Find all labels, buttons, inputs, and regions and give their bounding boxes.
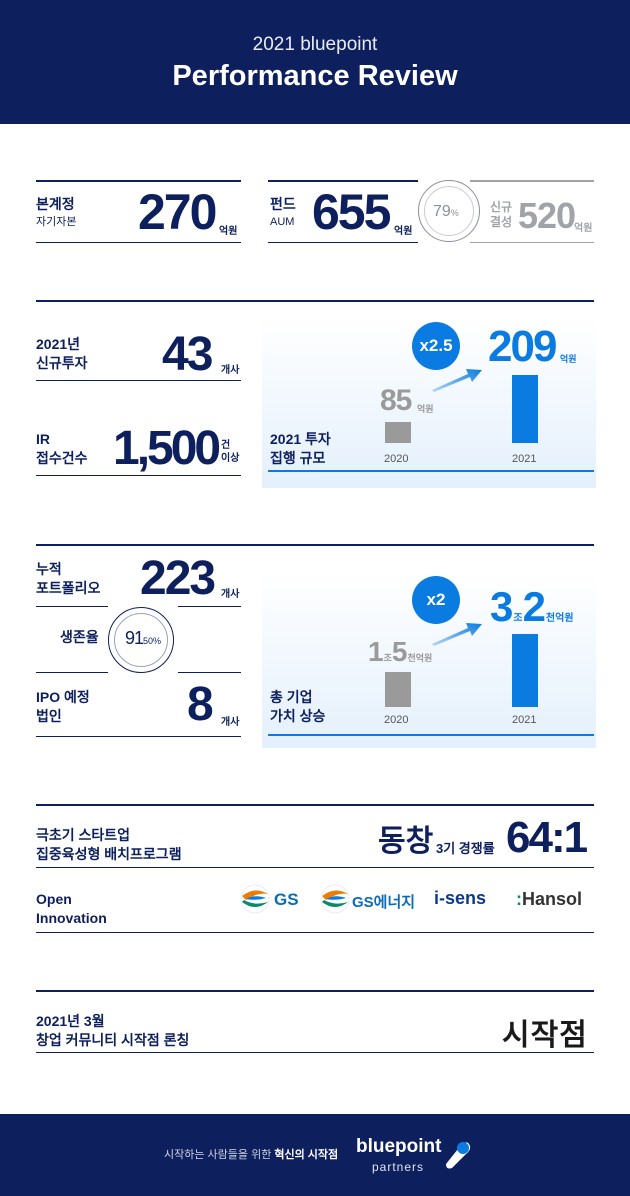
fund-sub-label: AUM xyxy=(270,216,295,228)
arrow-up-right-icon xyxy=(432,369,482,392)
chart-title-value: 총 기업 가치 상승 xyxy=(270,689,326,724)
divider xyxy=(36,804,594,806)
divider xyxy=(268,180,418,182)
year-2020-label: 2020 xyxy=(384,714,409,726)
bluepoint-logo-icon xyxy=(446,1142,471,1169)
ir-value: 1,500 xyxy=(113,422,221,475)
ratio-ring-inner xyxy=(424,186,474,236)
page-title: Performance Review xyxy=(172,60,458,92)
divider xyxy=(36,180,241,182)
capital-sub-label: 자기자본 xyxy=(36,216,77,228)
divider xyxy=(36,475,241,476)
fund-value: 655 xyxy=(312,184,391,240)
value-2021: 3조2천억원 xyxy=(490,583,574,630)
bar-2020 xyxy=(385,422,411,443)
divider xyxy=(36,300,594,302)
survival-ring xyxy=(108,607,174,673)
capital-value: 270 xyxy=(138,184,217,240)
divider xyxy=(36,990,594,992)
ipo-value: 8 xyxy=(187,678,214,731)
divider xyxy=(36,1052,594,1053)
divider xyxy=(268,242,418,243)
divider xyxy=(36,380,241,381)
arrow-up-right-icon xyxy=(432,623,482,646)
divider xyxy=(470,180,594,182)
divider xyxy=(36,242,241,243)
new-fund-unit: 억원 xyxy=(574,223,593,234)
new-fund-value: 520 xyxy=(518,195,576,236)
portfolio-value: 223 xyxy=(140,552,216,605)
chart-baseline xyxy=(268,734,594,736)
multiplier-badge: x2.5 xyxy=(412,322,460,370)
multiplier-badge: x2 xyxy=(412,576,460,624)
new-invest-value: 43 xyxy=(162,328,213,381)
ir-label: IR 접수건수 xyxy=(36,431,88,466)
divider xyxy=(36,867,594,868)
value-2020-unit: 억원 xyxy=(417,404,434,414)
page-header: 2021 bluepoint Performance Review xyxy=(0,0,630,124)
program-label: 극초기 스타트업 집중육성형 배치프로그램 xyxy=(36,827,182,862)
divider xyxy=(36,672,108,673)
divider xyxy=(36,544,594,546)
ipo-unit: 개사 xyxy=(221,717,240,728)
divider xyxy=(178,606,241,607)
ir-unit: 건 이상 xyxy=(221,440,240,464)
divider xyxy=(36,736,241,737)
open-innovation-label: Open Innovation xyxy=(36,891,107,926)
value-2020: 1조5천억원 xyxy=(368,636,433,667)
value-2021: 209 xyxy=(488,322,557,371)
footer-slogan: 시작하는 사람들을 위한 혁신의 시작점 xyxy=(164,1149,339,1161)
competition-value: 64:1 xyxy=(506,813,588,862)
new-fund-label: 신규 결성 xyxy=(490,200,513,229)
divider xyxy=(470,242,594,243)
value-2020: 85 xyxy=(380,384,412,417)
value-2021-unit: 억원 xyxy=(560,354,577,364)
divider xyxy=(36,606,108,607)
new-invest-label: 2021년 신규투자 xyxy=(36,336,88,371)
capital-unit: 억원 xyxy=(219,226,238,237)
brand-name: bluepoint xyxy=(356,1136,442,1157)
survival-value: 9150% xyxy=(125,628,162,648)
launch-name: 시작점 xyxy=(502,1019,588,1052)
ratio-value: 79% xyxy=(433,203,459,220)
bar-2020 xyxy=(385,672,411,707)
capital-label: 본계정 xyxy=(36,196,75,212)
portfolio-label: 누적 포트폴리오 xyxy=(36,561,101,596)
competition-label: 3기 경쟁률 xyxy=(436,841,495,856)
year-2020-label: 2020 xyxy=(384,453,409,465)
ratio-ring xyxy=(418,180,480,242)
survival-label: 생존율 xyxy=(60,629,99,645)
partner-hansol: :Hansol xyxy=(516,889,583,909)
gs-energy-logo-icon xyxy=(320,884,350,914)
program-name: 동창 xyxy=(378,824,434,859)
bar-2021 xyxy=(512,634,538,707)
fund-unit: 억원 xyxy=(394,226,413,237)
gs-logo-icon xyxy=(240,884,270,914)
page-footer: 시작하는 사람들을 위한 혁신의 시작점 bluepoint partners xyxy=(0,1114,630,1196)
ipo-label: IPO 예정 법인 xyxy=(36,689,90,724)
year-2021-label: 2021 xyxy=(512,714,537,726)
partner-gs-energy: GS에너지 xyxy=(352,894,416,911)
survival-ring-inner xyxy=(114,613,168,667)
year-2021-label: 2021 xyxy=(512,453,537,465)
fund-label: 펀드 xyxy=(270,196,296,212)
launch-label: 2021년 3월 창업 커뮤니티 시작점 론칭 xyxy=(36,1013,190,1048)
bar-2021 xyxy=(512,375,538,443)
divider xyxy=(36,932,594,933)
partner-isens: i-sens xyxy=(434,888,487,908)
divider xyxy=(178,672,241,673)
chart-title-invest: 2021 투자 집행 규모 xyxy=(270,431,331,466)
brand-sub: partners xyxy=(372,1160,425,1174)
portfolio-unit: 개사 xyxy=(221,589,240,600)
chart-baseline xyxy=(268,470,594,472)
header-subtitle: 2021 bluepoint xyxy=(252,34,378,55)
partner-gs: GS xyxy=(274,890,299,909)
new-invest-unit: 개사 xyxy=(221,365,240,376)
